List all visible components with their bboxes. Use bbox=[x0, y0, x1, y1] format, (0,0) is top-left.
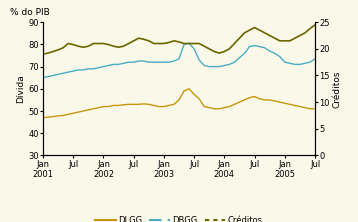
Y-axis label: Créditos: Créditos bbox=[333, 70, 342, 107]
Legend: DLGG, DBGG, Créditos: DLGG, DBGG, Créditos bbox=[92, 213, 266, 222]
Y-axis label: Dívida: Dívida bbox=[16, 74, 25, 103]
Text: % do PIB: % do PIB bbox=[10, 8, 50, 17]
